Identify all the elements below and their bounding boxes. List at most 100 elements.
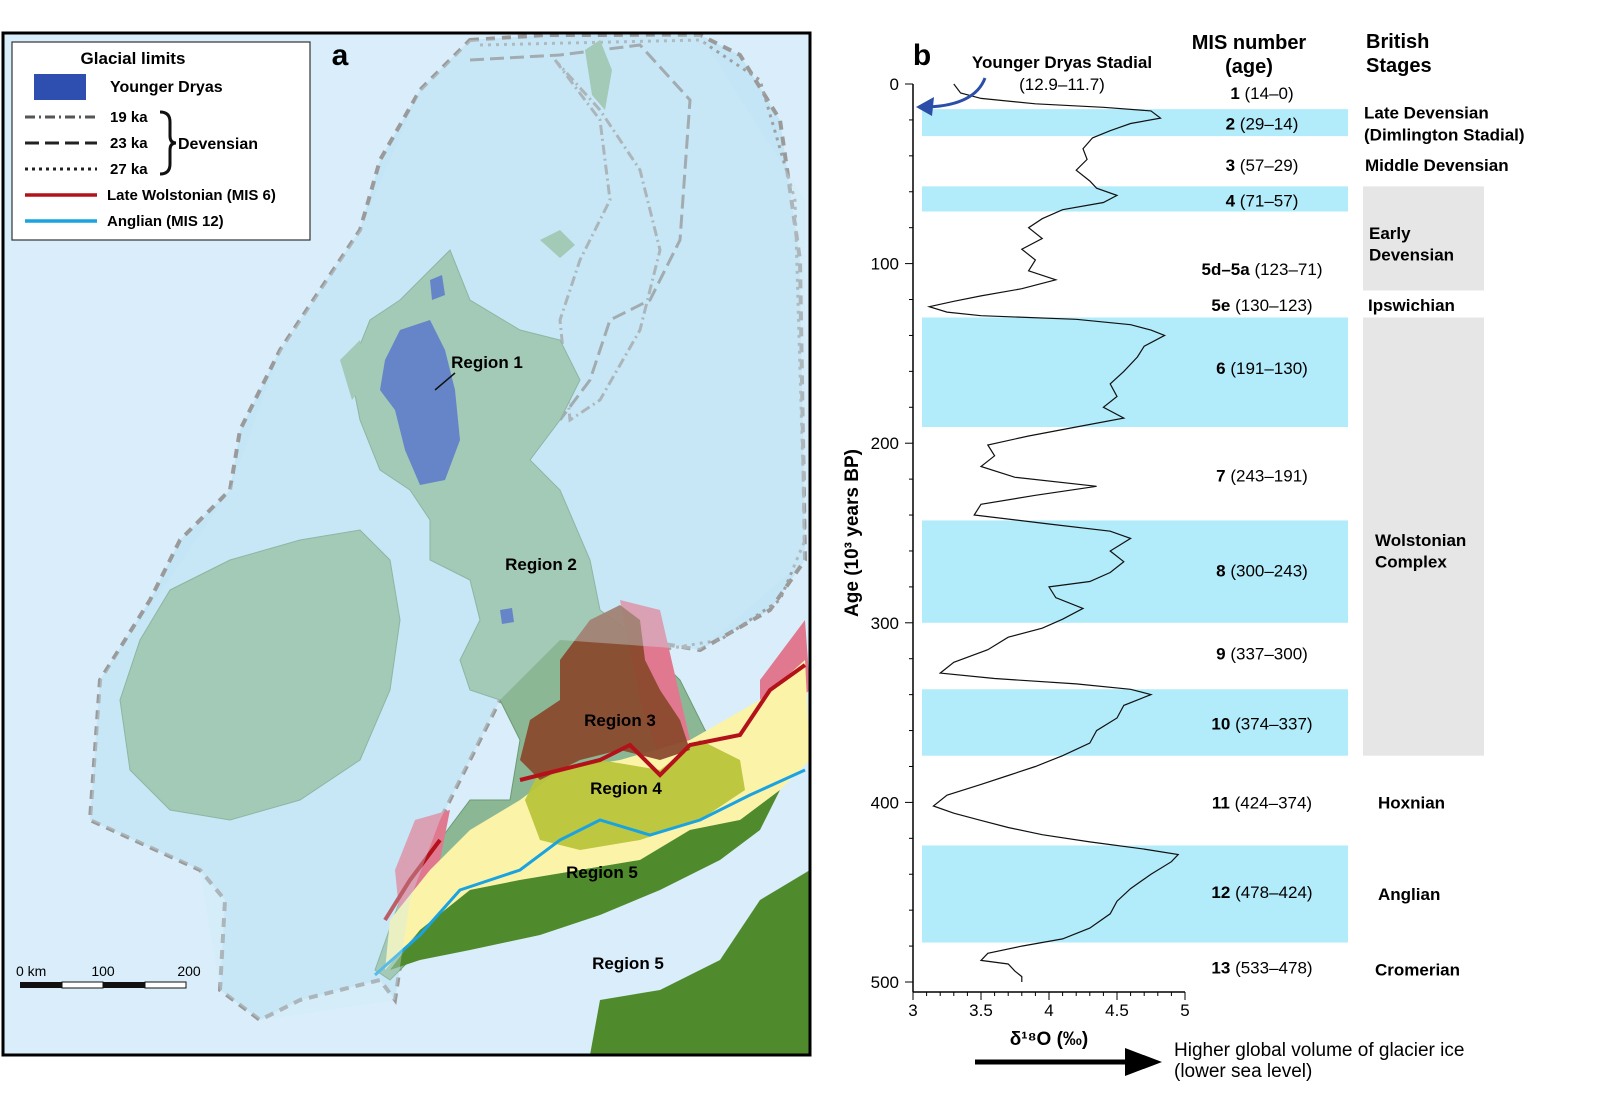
mis-label-10: 10 (374–337)	[1211, 714, 1312, 733]
mis-label-3: 4 (71–57)	[1226, 192, 1299, 211]
panel-b-label: b	[913, 39, 931, 72]
y-axis-title: Age (10³ years BP)	[842, 449, 863, 617]
stage-label-7-line1: Cromerian	[1375, 960, 1460, 979]
x-tick-label-4.5: 4.5	[1105, 1001, 1129, 1020]
legend-late-wolstonian: Late Wolstonian (MIS 6)	[107, 187, 276, 204]
stage-label-2-line2: Devensian	[1369, 246, 1454, 265]
ice-volume-arrowhead	[1125, 1048, 1162, 1076]
stage-box-wolstonian	[1363, 317, 1484, 756]
scale-seg-1	[20, 982, 62, 988]
scale-label-0: 0 km	[16, 963, 46, 979]
y-tick-label-100: 100	[871, 255, 899, 274]
y-tick-label-500: 500	[871, 973, 899, 992]
stage-label-4-line2: Complex	[1375, 553, 1447, 572]
y-tick-label-400: 400	[871, 793, 899, 812]
ice-volume-label-line1: Higher global volume of glacier ice	[1174, 1040, 1464, 1061]
x-tick-label-5: 5	[1180, 1001, 1189, 1020]
stage-label-1-line1: Middle Devensian	[1365, 156, 1509, 175]
mis-label-4: 5d–5a (123–71)	[1202, 260, 1323, 279]
label-region-2: Region 2	[505, 555, 577, 574]
hebrides-islands	[340, 340, 368, 400]
y-tick-label-200: 200	[871, 434, 899, 453]
younger-dryas-ice	[380, 320, 460, 485]
mis-label-13: 13 (533–478)	[1211, 959, 1312, 978]
y-tick-label-300: 300	[871, 614, 899, 633]
anglian-limit-line	[374, 768, 806, 977]
legend-23ka: 23 ka	[110, 135, 148, 152]
orkney-islands	[540, 230, 575, 258]
mis-label-7: 7 (243–191)	[1216, 467, 1308, 486]
mis-label-6: 6 (191–130)	[1216, 359, 1308, 378]
stage-label-2-line1: Early	[1369, 224, 1411, 243]
shetland-islands	[585, 40, 612, 110]
legend-title: Glacial limits	[81, 49, 186, 68]
mis-label-9: 9 (337–300)	[1216, 644, 1308, 663]
glacial-band-3	[922, 520, 1348, 623]
younger-dryas-annotation-range: (12.9–11.7)	[1019, 75, 1105, 94]
map-legend: Glacial limits Younger Dryas 19 ka 23 ka…	[11, 41, 311, 241]
devensian-23ka-line	[469, 43, 692, 421]
stage-label-6-line1: Anglian	[1378, 885, 1440, 904]
france-coast	[590, 870, 810, 1055]
legend-younger-dryas: Younger Dryas	[110, 79, 223, 96]
ice-volume-label-line2: (lower sea level)	[1174, 1061, 1312, 1082]
legend-brace	[159, 110, 177, 176]
mis-label-5: 5e (130–123)	[1211, 296, 1312, 315]
mis-header-line1: MIS number	[1192, 32, 1307, 54]
stage-label-3-line1: Ipswichian	[1368, 296, 1455, 315]
mis-label-8: 8 (300–243)	[1216, 562, 1308, 581]
stage-label-5-line1: Hoxnian	[1378, 793, 1445, 812]
region-1-pointer	[434, 372, 456, 391]
label-region-3: Region 3	[584, 711, 656, 730]
legend-27ka: 27 ka	[110, 161, 148, 178]
stages-header-line2: Stages	[1366, 55, 1432, 77]
region-3-zone	[520, 605, 690, 780]
stage-label-0-line2: (Dimlington Stadial)	[1364, 125, 1525, 144]
delta18o-curve	[926, 83, 1180, 982]
legend-19ka: 19 ka	[110, 109, 148, 126]
mis-labels: 1 (14–0) 2 (29–14) 3 (57–29) 4 (71–57) 5d–5a…	[1202, 84, 1323, 978]
label-region-1: Region 1	[451, 353, 523, 372]
scale-seg-3	[103, 982, 145, 988]
scale-label-200: 200	[177, 963, 201, 979]
mis-label-2: 3 (57–29)	[1226, 156, 1299, 175]
ireland-landmass	[119, 529, 401, 821]
mis-label-0: 1 (14–0)	[1230, 84, 1293, 103]
x-tick-label-4: 4	[1044, 1001, 1053, 1020]
label-region-4: Region 4	[590, 779, 662, 798]
younger-dryas-ice-lakes	[500, 608, 514, 624]
devensian-27ka-line	[479, 38, 807, 652]
glacial-band-1	[922, 186, 1348, 212]
scale-seg-4	[144, 981, 187, 989]
late-wolstonian-limit-line	[519, 663, 807, 782]
scale-bar: 0 km 100 200	[16, 963, 201, 989]
stage-box-early-devensian	[1363, 186, 1484, 291]
devensian-19ka-line	[553, 58, 662, 423]
late-wolstonian-limit-line-west	[383, 838, 442, 922]
map-panel: Region 1 Region 2 Region 3 Region 4 Regi…	[1, 31, 812, 1057]
mis-header-line2: (age)	[1225, 56, 1273, 78]
glacial-band-5	[922, 845, 1348, 943]
label-region-5-land: Region 5	[566, 863, 638, 882]
legend-anglian: Anglian (MIS 12)	[107, 213, 224, 230]
x-tick-label-3.5: 3.5	[969, 1001, 993, 1020]
mis-label-1: 2 (29–14)	[1226, 115, 1299, 134]
x-tick-label-3: 3	[908, 1001, 917, 1020]
younger-dryas-arrowhead	[916, 97, 934, 116]
ice-overlay	[90, 35, 805, 1020]
glacial-bands	[922, 109, 1348, 943]
y-tick-label-0: 0	[890, 75, 899, 94]
map-frame	[1, 31, 812, 1057]
scale-seg-2	[61, 981, 104, 989]
chart-axes: 0 100 200 300 400 500 3 3.5 4 4.5 5	[871, 75, 1190, 1020]
legend-younger-dryas-swatch	[34, 74, 86, 100]
stage-boxes	[1363, 186, 1484, 756]
legend-box	[11, 41, 311, 241]
younger-dryas-arrow	[927, 77, 987, 109]
stages-header-line1: British	[1366, 31, 1429, 53]
stage-labels: Late Devensian (Dimlington Stadial) Middle…	[1364, 104, 1525, 980]
younger-dryas-annotation-title: Younger Dryas Stadial	[972, 53, 1152, 72]
glacial-band-2	[922, 317, 1348, 428]
label-region-5-sea: Region 5	[592, 954, 664, 973]
